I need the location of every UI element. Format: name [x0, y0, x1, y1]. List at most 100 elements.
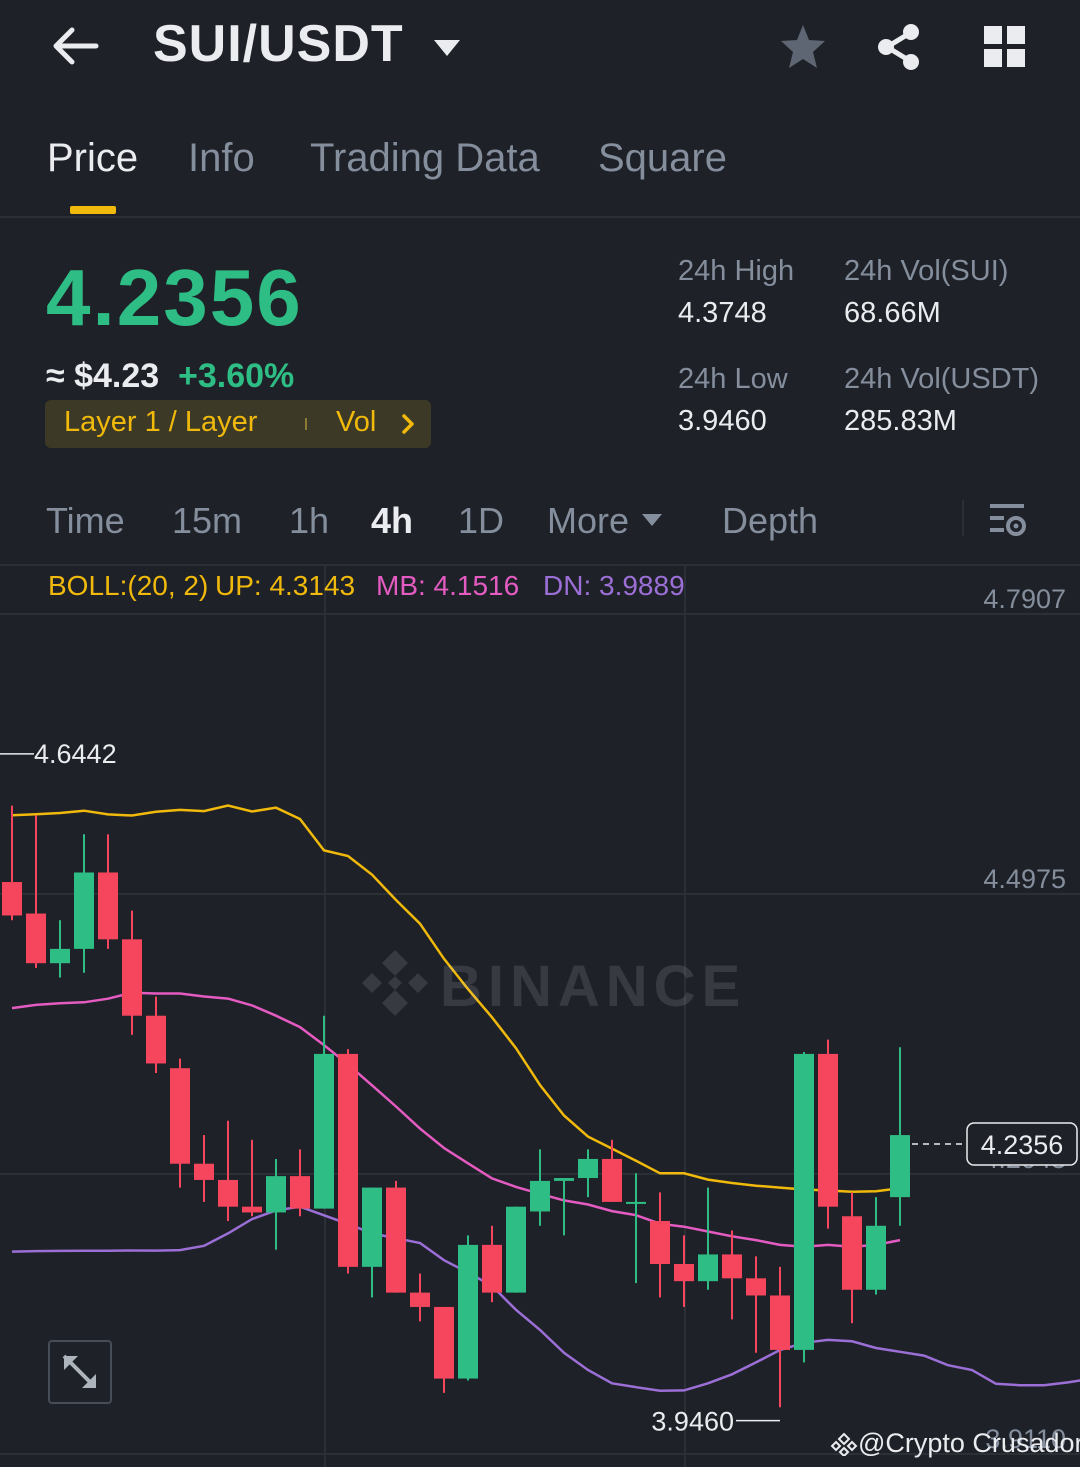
- header: SUI/USDT: [0, 0, 1080, 100]
- interval-4h[interactable]: 4h: [371, 500, 414, 541]
- candle-body: [554, 1178, 574, 1181]
- candle-up: [50, 920, 70, 978]
- candle-body: [386, 1187, 406, 1293]
- binance-watermark: BINANCE: [362, 950, 740, 1018]
- boll-dn-value: DN: 3.9889: [543, 570, 685, 601]
- credit-label: @Crypto Crusador: [830, 1428, 1080, 1459]
- boll-up-value: UP: 4.3143: [215, 570, 356, 601]
- stat-low-value: 3.9460: [678, 405, 767, 437]
- interval-1d[interactable]: 1D: [458, 500, 505, 541]
- candle-up: [458, 1235, 478, 1381]
- chevron-right-icon[interactable]: [398, 413, 418, 435]
- candle-down: [2, 805, 22, 921]
- caret-down-icon[interactable]: [432, 38, 462, 58]
- stat-high-value: 4.3748: [678, 297, 767, 329]
- candle-body: [218, 1179, 238, 1207]
- interval-1h[interactable]: 1h: [289, 500, 330, 541]
- pair-title[interactable]: SUI/USDT: [153, 15, 404, 73]
- price-markers: 4.6442 3.9460 4.2356: [0, 739, 1078, 1437]
- candle-down: [122, 910, 142, 1035]
- candle-down: [434, 1306, 454, 1393]
- vol-link[interactable]: Vol: [336, 406, 377, 438]
- tab-square[interactable]: Square: [598, 136, 727, 180]
- boll-mb-value: MB: 4.1516: [376, 570, 520, 601]
- share-button[interactable]: [874, 22, 924, 72]
- candle-down: [338, 1049, 358, 1274]
- share-icon: [878, 24, 919, 70]
- sector-tag-label[interactable]: Layer 1 / Layer: [64, 406, 258, 438]
- candle-down: [842, 1192, 862, 1324]
- candle-down: [650, 1192, 670, 1298]
- high-marker-label: 4.6442: [34, 739, 117, 769]
- y-tick-label: 3.9110: [985, 1424, 1066, 1454]
- candle-body: [674, 1263, 694, 1282]
- boll-lower-line: [11, 1205, 1080, 1392]
- candle-down: [770, 1266, 790, 1408]
- sector-tag-pill[interactable]: [45, 400, 431, 448]
- main-tabs: Price Info Trading Data Square: [0, 128, 1080, 218]
- candle-up: [266, 1158, 286, 1250]
- candle-body: [698, 1254, 718, 1282]
- last-price: 4.2356: [46, 253, 303, 342]
- tab-price[interactable]: Price: [47, 136, 139, 180]
- candle-up: [866, 1197, 886, 1295]
- candle-down: [98, 834, 118, 949]
- candle-body: [458, 1244, 478, 1379]
- candle-down: [674, 1235, 694, 1307]
- tab-trading-data[interactable]: Trading Data: [310, 136, 540, 180]
- candle-down: [170, 1058, 190, 1188]
- candle-body: [362, 1187, 382, 1267]
- last-price-marker-label: 4.2356: [981, 1130, 1064, 1160]
- candle-down: [146, 996, 166, 1074]
- candle-body: [602, 1158, 622, 1202]
- interval-bar: Time 15m 1h 4h 1D More Depth: [0, 478, 1080, 566]
- candle-body: [266, 1176, 286, 1213]
- interval-depth[interactable]: Depth: [722, 500, 819, 541]
- watermark-text: BINANCE: [440, 954, 740, 1018]
- candle-body: [98, 872, 118, 940]
- candle-body: [746, 1278, 766, 1296]
- interval-15m[interactable]: 15m: [172, 500, 243, 541]
- caret-down-icon[interactable]: [641, 512, 663, 528]
- candle-down: [242, 1139, 262, 1217]
- candle-up: [362, 1187, 382, 1298]
- candle-body: [410, 1292, 430, 1307]
- interval-more[interactable]: More: [547, 500, 630, 541]
- candle-body: [842, 1216, 862, 1290]
- candle-up: [314, 1015, 334, 1209]
- grid-menu-button[interactable]: [980, 22, 1030, 72]
- candle-body: [770, 1295, 790, 1350]
- binance-square-icon: [830, 1432, 858, 1458]
- candle-body: [482, 1244, 502, 1293]
- candle-body: [242, 1206, 262, 1213]
- credit-text: @Crypto Crusador: [858, 1428, 1080, 1458]
- favorite-button[interactable]: [778, 22, 828, 72]
- candle-up: [506, 1206, 526, 1293]
- last-price-box: [966, 1122, 1078, 1166]
- back-button[interactable]: [48, 22, 104, 70]
- tab-info[interactable]: Info: [188, 136, 255, 180]
- candle-body: [626, 1201, 646, 1204]
- candle-down: [602, 1139, 622, 1202]
- candle-body: [122, 939, 142, 1016]
- candle-up: [74, 834, 94, 973]
- arrow-left-icon: [53, 27, 99, 65]
- candle-body: [50, 948, 70, 964]
- candle-down: [194, 1135, 214, 1202]
- fullscreen-button[interactable]: [48, 1340, 112, 1404]
- stat-high-label: 24h High: [678, 255, 795, 287]
- boll-bands: [11, 804, 1080, 1392]
- chart-settings-icon[interactable]: [986, 498, 1030, 542]
- candle-body: [866, 1225, 886, 1290]
- y-tick-label: 4.7907: [983, 584, 1066, 614]
- candle-body: [530, 1180, 550, 1212]
- interval-time[interactable]: Time: [46, 500, 125, 541]
- candle-body: [26, 913, 46, 964]
- candle-down: [218, 1120, 238, 1222]
- candle-body: [146, 1015, 166, 1064]
- stat-vol-base-label: 24h Vol(SUI): [844, 255, 1009, 287]
- candle-up: [578, 1149, 598, 1198]
- candle-down: [386, 1180, 406, 1293]
- stat-vol-base-value: 68.66M: [844, 297, 941, 329]
